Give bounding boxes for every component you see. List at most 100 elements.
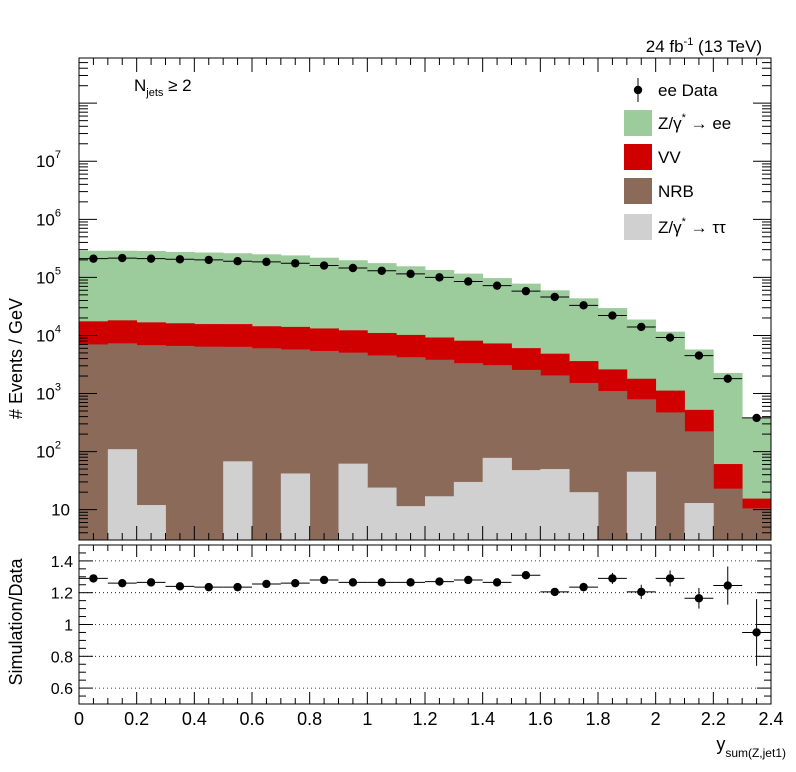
ratio-point-2 (146, 578, 156, 587)
ratio-xtick-label-2: 0.4 (182, 709, 207, 729)
legend-swatch-3 (624, 178, 652, 204)
ratio-axes: 0.6 0.8 1 1.2 1.4 0 0.2 0.4 0.6 0.8 1 1.2 1.4 1.6 1.8 2… (51, 544, 784, 729)
ratio-point-13 (464, 575, 473, 585)
ratio-ytick-label-4: 1.4 (51, 554, 73, 571)
legend-label-main-1: Z/γ (658, 114, 682, 133)
ratio-point-1 (118, 578, 127, 588)
ratio-point-18 (608, 574, 617, 583)
main-ytick-label-5: 106 (36, 207, 61, 229)
main-ytick-label-0: 10 (51, 501, 70, 520)
ratio-point-15 (521, 571, 531, 580)
selection-label: Njets ≥ 2 (134, 76, 192, 99)
ratio-point-16 (550, 587, 559, 597)
legend-label-main-3: NRB (658, 182, 694, 201)
ratio-point-17 (579, 582, 588, 592)
legend-marker-0 (633, 85, 643, 95)
bar-0-10 (367, 487, 397, 540)
main-ytick-label-6: 107 (36, 149, 61, 171)
main-ytick-label-3: 104 (36, 323, 61, 345)
bar-1-0 (79, 344, 109, 540)
x-axis-label: ysum(Z,jet1) (716, 734, 786, 760)
legend-label-1: Z/γ* → ee (658, 112, 731, 133)
data-point-11 (406, 269, 415, 279)
ratio-point-21 (694, 594, 704, 603)
data-point-22 (723, 374, 732, 383)
ratio-ytick-label-0: 0.6 (51, 681, 73, 698)
main-ytick-base-4: 10 (36, 268, 55, 287)
legend-label-rest-1: → ee (686, 114, 731, 133)
bar-0-13 (453, 481, 484, 540)
main-ytick-base-0: 10 (51, 501, 70, 520)
ratio-xtick-label-0: 0 (74, 709, 84, 729)
ratio-point-20 (665, 574, 675, 583)
main-data (79, 253, 771, 423)
legend-label-main-2: VV (658, 148, 681, 167)
data-point-16 (550, 292, 559, 302)
legend-swatch-4 (624, 214, 652, 240)
ratio-xtick-label-3: 0.6 (239, 709, 264, 729)
legend-label-2: VV (658, 148, 681, 167)
ratio-point-0 (89, 574, 98, 583)
bar-1-3 (165, 345, 195, 540)
data-point-9 (348, 263, 358, 273)
data-point-3 (175, 255, 185, 264)
data-point-0 (89, 254, 98, 263)
lumi-label: 24 fb-1 (13 TeV) (646, 36, 762, 56)
legend-label-0: ee Data (658, 81, 718, 100)
main-ytick-exp-1: 2 (55, 440, 61, 452)
bar-0-15 (511, 470, 541, 540)
legend-label-4: Z/γ* → ττ (658, 216, 726, 237)
ratio-point-8 (319, 575, 329, 585)
ratio-point-6 (262, 579, 271, 589)
data-point-2 (146, 254, 156, 263)
data-point-18 (608, 311, 617, 320)
ratio-xtick-label-8: 1.6 (528, 709, 553, 729)
ratio-xtick-label-10: 2 (651, 709, 661, 729)
ratio-xtick-label-4: 0.8 (297, 709, 322, 729)
ratio-ytick-label-2: 1 (64, 618, 73, 635)
data-point-21 (694, 351, 704, 360)
data-point-20 (665, 333, 675, 342)
ratio-grid (79, 560, 771, 689)
bar-0-9 (338, 463, 368, 540)
main-ylabel: # Events / GeV (6, 298, 26, 419)
bar-1-18 (598, 391, 628, 540)
legend-label-main-0: ee Data (658, 81, 718, 100)
ratio-panel: 0.6 0.8 1 1.2 1.4 0 0.2 0.4 0.6 0.8 1 1.2 1.4 1.6 1.8 2… (6, 544, 786, 760)
ratio-point-7 (291, 578, 300, 588)
main-ytick-base-6: 10 (36, 152, 55, 171)
ratio-point-5 (233, 582, 242, 592)
bar-0-19 (626, 471, 657, 540)
main-ytick-exp-5: 6 (55, 207, 61, 219)
ratio-xtick-label-7: 1.4 (470, 709, 495, 729)
ratio-ytick-label-3: 1.2 (51, 586, 73, 603)
ratio-ytick-label-1: 0.8 (51, 649, 73, 666)
bar-0-14 (482, 457, 512, 540)
legend-label-main-4: Z/γ (658, 218, 682, 237)
data-point-10 (377, 266, 386, 275)
ratio-xtick-label-5: 1 (362, 709, 372, 729)
ratio-xtick-label-9: 1.8 (585, 709, 610, 729)
ratio-point-22 (723, 581, 732, 590)
main-ytick-label-4: 105 (36, 265, 61, 287)
legend-label-rest-4: → ττ (686, 218, 726, 237)
ratio-point-19 (637, 587, 646, 597)
main-ytick-base-1: 10 (36, 443, 55, 462)
main-ytick-label-1: 102 (36, 440, 61, 462)
ratio-xtick-label-1: 0.2 (124, 709, 149, 729)
legend-label-sup-1: * (682, 112, 687, 124)
ratio-data (79, 566, 771, 666)
ratio-point-3 (175, 582, 185, 591)
main-ytick-exp-6: 7 (55, 149, 61, 161)
data-point-15 (521, 286, 531, 296)
data-point-8 (319, 261, 329, 270)
data-point-1 (118, 253, 127, 263)
data-point-7 (291, 259, 300, 268)
data-point-17 (579, 301, 588, 310)
ratio-point-9 (348, 578, 358, 587)
data-point-23 (752, 413, 761, 423)
bar-1-6 (252, 348, 282, 540)
